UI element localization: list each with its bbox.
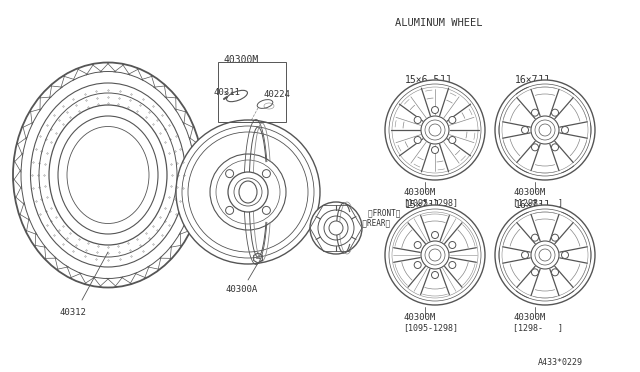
Text: 40311: 40311 [213, 88, 240, 97]
Circle shape [552, 109, 559, 116]
Text: [1095-1298]: [1095-1298] [403, 198, 458, 207]
Circle shape [431, 106, 438, 113]
Circle shape [385, 80, 485, 180]
Circle shape [531, 234, 538, 241]
Text: [1095-1298]: [1095-1298] [403, 323, 458, 332]
Circle shape [531, 269, 538, 276]
Text: A433*0229: A433*0229 [538, 358, 583, 367]
Text: 40300M: 40300M [403, 313, 435, 322]
Circle shape [228, 172, 268, 212]
Circle shape [449, 262, 456, 269]
Ellipse shape [58, 116, 158, 234]
Circle shape [262, 170, 270, 177]
Circle shape [531, 116, 559, 144]
Circle shape [531, 241, 559, 269]
Circle shape [449, 116, 456, 124]
Circle shape [414, 262, 421, 269]
Circle shape [226, 206, 234, 214]
Circle shape [431, 147, 438, 154]
Text: 40300M: 40300M [223, 55, 259, 65]
Circle shape [176, 120, 320, 264]
Text: 15×6.5JJ: 15×6.5JJ [405, 75, 452, 85]
Circle shape [421, 116, 449, 144]
Circle shape [449, 137, 456, 144]
Text: ALUMINUM WHEEL: ALUMINUM WHEEL [395, 18, 483, 28]
Text: 40300M: 40300M [513, 313, 545, 322]
Circle shape [385, 205, 485, 305]
Text: 40312: 40312 [60, 308, 87, 317]
Circle shape [561, 251, 568, 259]
Circle shape [495, 205, 595, 305]
Text: 40300M: 40300M [513, 188, 545, 197]
Circle shape [262, 206, 270, 214]
Text: 16×7JJ: 16×7JJ [515, 75, 550, 85]
Text: 40300M: 40300M [403, 188, 435, 197]
Bar [218, 62, 286, 122]
Text: [1298-   ]: [1298- ] [513, 198, 563, 207]
Circle shape [329, 221, 343, 235]
Circle shape [522, 251, 529, 259]
Circle shape [310, 202, 362, 254]
Text: 40224: 40224 [264, 90, 291, 99]
Text: 15×7JJ: 15×7JJ [405, 200, 440, 210]
Circle shape [414, 137, 421, 144]
Circle shape [449, 241, 456, 248]
Text: [1298-   ]: [1298- ] [513, 323, 563, 332]
Circle shape [226, 170, 234, 177]
Circle shape [531, 144, 538, 151]
Circle shape [414, 116, 421, 124]
Circle shape [552, 144, 559, 151]
Text: 40300A: 40300A [225, 285, 257, 294]
Circle shape [552, 234, 559, 241]
Text: 16×7JJ: 16×7JJ [515, 200, 550, 210]
Circle shape [552, 269, 559, 276]
Circle shape [561, 126, 568, 134]
Circle shape [522, 126, 529, 134]
Circle shape [531, 109, 538, 116]
Text: 40315+A〈REAR〉: 40315+A〈REAR〉 [331, 218, 391, 227]
Circle shape [495, 80, 595, 180]
Circle shape [414, 241, 421, 248]
Circle shape [421, 241, 449, 269]
Circle shape [431, 231, 438, 238]
Circle shape [431, 272, 438, 279]
Text: 40315   〈FRONT〉: 40315 〈FRONT〉 [331, 208, 401, 217]
